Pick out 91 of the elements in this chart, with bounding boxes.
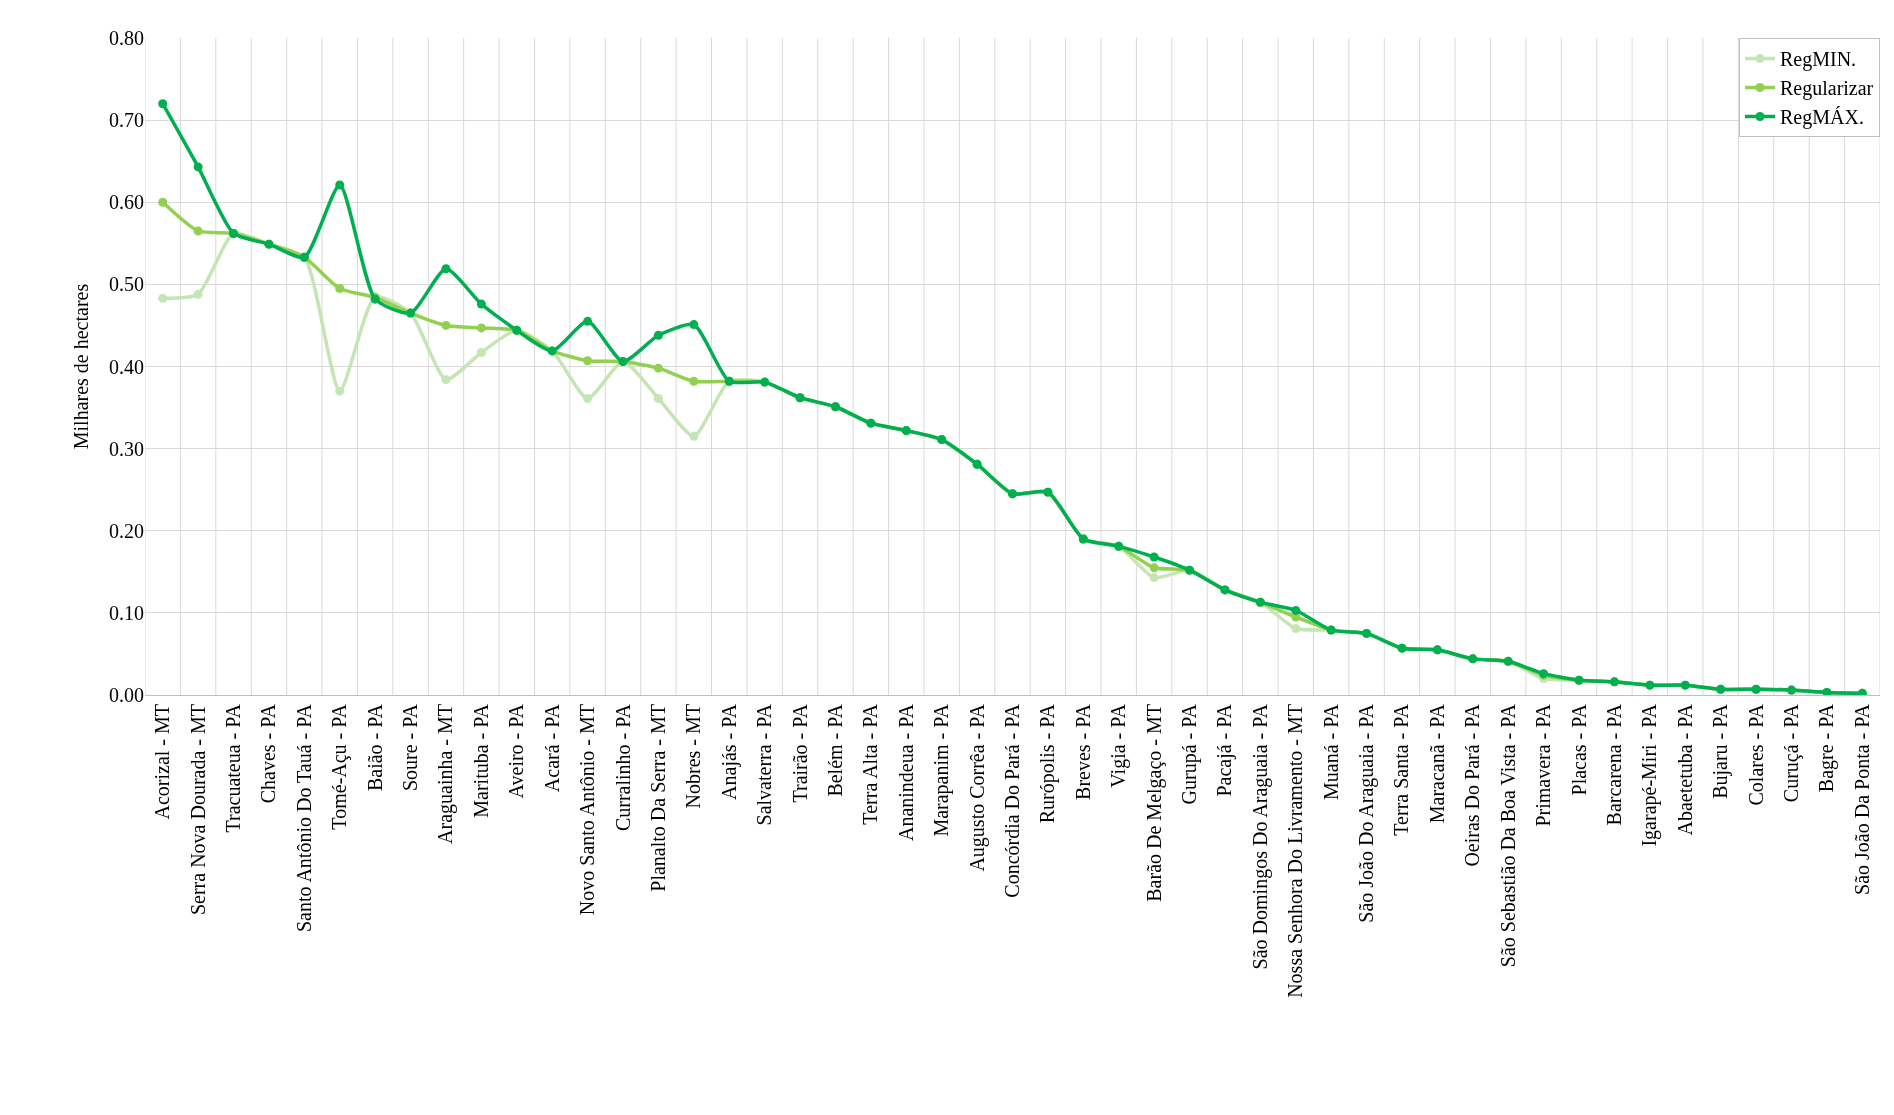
x-tick-label: Maracanã - PA (1425, 703, 1448, 824)
point (583, 316, 593, 326)
x-tick-label: Terra Alta - PA (859, 703, 882, 825)
x-tick-label: Placas - PA (1567, 703, 1590, 796)
x-tick-label: Aveiro - PA (505, 703, 528, 799)
point (441, 320, 451, 330)
y-axis-title: Milhares de hectares (69, 283, 92, 450)
x-tick-label: Barcarena - PA (1602, 703, 1625, 826)
x-tick-label: Curuçá - PA (1779, 703, 1803, 803)
x-tick-label: São João Da Ponta - PA (1850, 703, 1873, 895)
x-tick-label: Oeiras Do Pará - PA (1461, 703, 1484, 867)
x-tick-label: Barão De Melgaço - MT (1142, 704, 1166, 902)
point (689, 320, 699, 330)
x-tick-label: Breves - PA (1071, 703, 1094, 800)
x-tick-label: Trairão - PA (788, 703, 811, 803)
point (335, 283, 345, 293)
point (158, 293, 168, 303)
y-tick-label: 0.10 (109, 601, 144, 624)
x-tick-label: Muaná - PA (1319, 703, 1342, 800)
x-tick-label: Nossa Senhora Do Livramento - MT (1284, 704, 1307, 998)
x-tick-label: Abaetetuba - PA (1673, 703, 1696, 836)
point (441, 264, 451, 274)
y-tick-label: 0.80 (109, 27, 144, 49)
x-tick-label: Igarapé-Miri - PA (1638, 703, 1662, 847)
point (335, 180, 345, 190)
x-tick-label: Anajás - PA (717, 703, 741, 800)
point (158, 99, 168, 109)
x-tick-label: Rurópolis - PA (1036, 703, 1060, 824)
x-tick-label: Marituba - PA (469, 703, 492, 818)
legend-label: Regularizar (1780, 77, 1874, 101)
x-tick-label: Terra Santa - PA (1390, 703, 1413, 836)
x-tick-label: Salvaterra - PA (753, 703, 776, 826)
point (476, 323, 486, 333)
point (653, 363, 663, 373)
legend-label: RegMIN. (1780, 48, 1857, 72)
x-tick-label: São João Do Araguaia - PA (1355, 703, 1379, 923)
x-tick-label: Acorizal - MT (151, 704, 174, 820)
point (1149, 573, 1159, 583)
x-tick-label: Bagre - PA (1815, 703, 1839, 793)
point (653, 394, 663, 404)
x-tick-label: Marapanim - PA (930, 703, 954, 837)
point (1291, 623, 1301, 633)
x-tick-label: São Sebastião Da Boa Vista - PA (1496, 703, 1519, 968)
x-tick-label: Tomé-Açu - PA (328, 703, 352, 830)
point (441, 375, 451, 385)
x-tick-label: Bujaru - PA (1709, 703, 1733, 799)
x-tick-label: Novo Santo Antônio - MT (576, 704, 599, 916)
y-tick-label: 0.40 (109, 355, 144, 378)
x-tick-label: Colares - PA (1744, 703, 1767, 806)
x-tick-label: Vigia - PA (1107, 703, 1131, 788)
x-tick-label: Araguainha - MT (434, 704, 458, 844)
x-tick-label: Primavera - PA (1532, 703, 1555, 827)
y-tick-label: 0.30 (109, 437, 144, 460)
point (689, 376, 699, 386)
point (193, 226, 203, 236)
x-tick-label: Augusto Corrêa - PA (965, 703, 989, 872)
point (193, 289, 203, 299)
y-tick-label: 0.60 (109, 191, 144, 214)
point (335, 386, 345, 396)
y-tick-label: 0.00 (109, 684, 144, 706)
x-tick-label: Ananindeua - PA (894, 703, 917, 842)
y-tick-label: 0.70 (109, 109, 144, 132)
point (1149, 563, 1159, 573)
x-tick-label: Santo Antônio Do Tauá - PA (292, 703, 315, 933)
x-tick-label: Tracuateua - PA (222, 703, 245, 833)
x-tick-label: São Domingos Do Araguaia - PA (1248, 703, 1272, 970)
x-tick-label: Soure - PA (399, 703, 422, 792)
point (1291, 605, 1301, 615)
x-tick-label: Nobres - MT (682, 704, 705, 809)
x-tick-label: Acará - PA (540, 703, 563, 793)
point (689, 431, 699, 441)
x-tick-label: Pacajá - PA (1213, 703, 1237, 797)
x-tick-label: Curralinho - PA (611, 703, 634, 832)
x-tick-label: Chaves - PA (257, 703, 280, 804)
point (583, 356, 593, 366)
x-tick-label: Baião - PA (363, 703, 386, 792)
y-tick-label: 0.50 (109, 273, 144, 296)
x-tick-label: Serra Nova Dourada - MT (186, 704, 209, 916)
legend-label: RegMÁX. (1780, 106, 1864, 130)
point (476, 348, 486, 358)
x-tick-label: Concórdia Do Pará - PA (1001, 703, 1023, 898)
point (193, 162, 203, 172)
x-tick-label: Belém - PA (823, 703, 846, 797)
x-tick-label: Planalto Da Serra - MT (646, 704, 669, 892)
x-tick-label: Gurupá - PA (1178, 703, 1202, 805)
y-tick-label: 0.20 (109, 519, 144, 542)
point (158, 197, 168, 207)
point (653, 330, 663, 340)
point (1149, 552, 1159, 562)
point (476, 299, 486, 309)
point (583, 394, 593, 404)
